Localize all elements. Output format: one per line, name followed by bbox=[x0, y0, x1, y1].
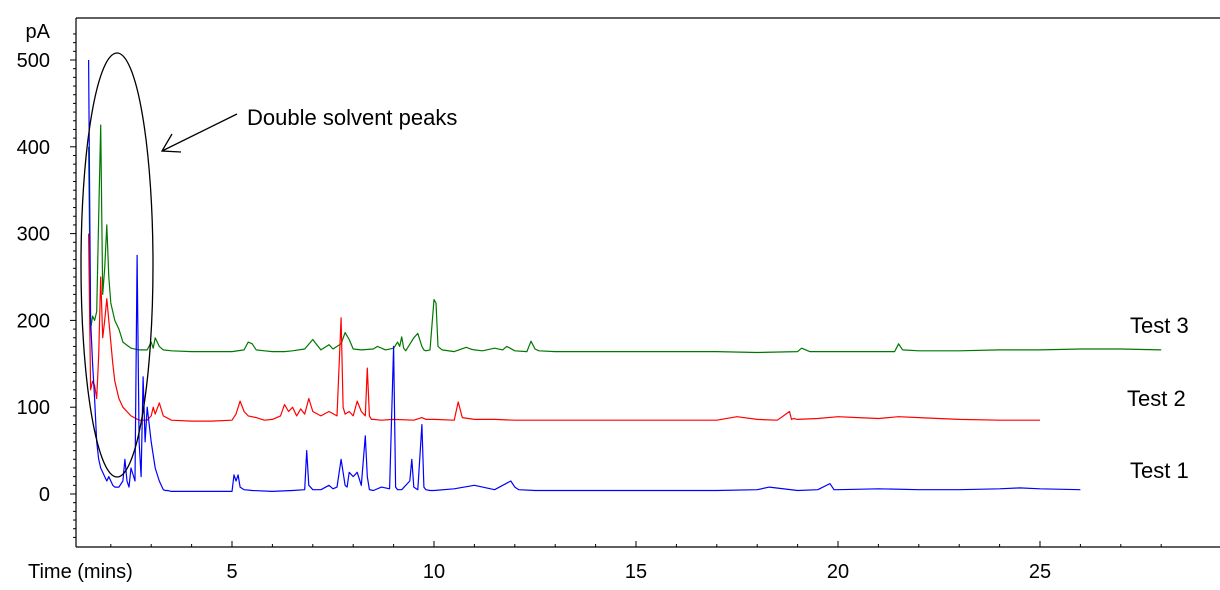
x-tick-label: 15 bbox=[625, 561, 647, 583]
solvent-peaks-ellipse bbox=[80, 52, 154, 478]
series-line-3 bbox=[88, 59, 1081, 492]
annotation-text: Double solvent peaks bbox=[247, 105, 457, 130]
series-label: Test 2 bbox=[1127, 386, 1186, 411]
x-tick-label: 20 bbox=[827, 561, 849, 583]
y-tick-label: 200 bbox=[17, 310, 50, 332]
x-tick-label: 10 bbox=[423, 561, 445, 583]
series-group: Test 3 Test 2 Test 1 bbox=[88, 59, 1189, 492]
x-ticks: 5 10 15 20 25 bbox=[110, 541, 1162, 583]
series-label: Test 1 bbox=[1130, 458, 1189, 483]
annotation: Double solvent peaks bbox=[80, 52, 457, 478]
y-tick-label: 400 bbox=[17, 137, 50, 159]
annotation-arrow bbox=[161, 113, 238, 152]
series-line-2 bbox=[88, 233, 1040, 422]
axes bbox=[75, 17, 1220, 548]
x-axis-label: Time (mins) bbox=[28, 561, 133, 583]
y-tick-label: 100 bbox=[17, 397, 50, 419]
series-line-1 bbox=[88, 124, 1162, 354]
series-label: Test 3 bbox=[1130, 313, 1189, 338]
x-tick-label: 25 bbox=[1029, 561, 1051, 583]
annotation-arrowhead bbox=[160, 133, 182, 153]
y-ticks: 0 100 200 300 400 500 bbox=[17, 33, 76, 538]
y-axis-label: pA bbox=[26, 21, 51, 43]
y-tick-label: 0 bbox=[39, 484, 50, 506]
y-tick-label: 300 bbox=[17, 224, 50, 246]
x-tick-label: 5 bbox=[226, 561, 237, 583]
y-tick-label: 500 bbox=[17, 50, 50, 72]
